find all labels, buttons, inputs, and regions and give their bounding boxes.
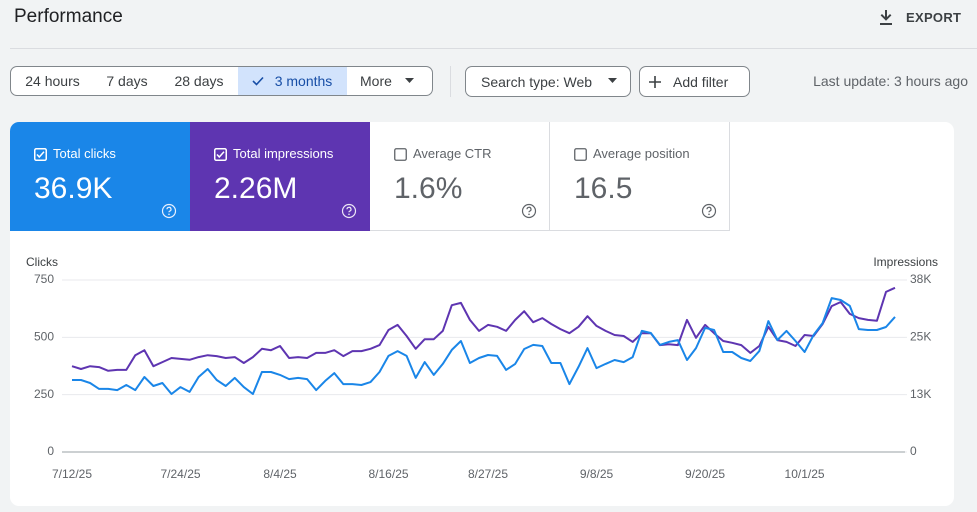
y2-axis-title: Impressions [873, 255, 938, 269]
last-update: Last update: 3 hours ago [813, 73, 968, 89]
x-tick-label: 7/12/25 [52, 467, 92, 481]
separator [450, 66, 451, 97]
caret [608, 78, 617, 83]
add-filter-chip[interactable]: Add filter [639, 66, 750, 97]
metric-tile-ctr[interactable]: Average CTR 1.6% [370, 122, 550, 231]
metric-label: Total clicks [53, 146, 116, 161]
help-icon[interactable] [161, 203, 177, 219]
metric-label: Total impressions [233, 146, 334, 161]
divider [10, 48, 977, 49]
export-button[interactable]: EXPORT [906, 10, 962, 25]
x-tick-label: 8/27/25 [468, 467, 508, 481]
x-tick-label: 8/16/25 [369, 467, 409, 481]
checkbox [394, 148, 407, 161]
y-tick-label: 250 [34, 387, 54, 401]
range-24h[interactable]: 24 hours [10, 66, 95, 96]
x-tick-label: 9/8/25 [580, 467, 614, 481]
x-tick-label: 8/4/25 [263, 467, 297, 481]
metric-value: 1.6% [394, 172, 463, 205]
y2-tick-label: 38K [910, 272, 931, 286]
metric-label: Average CTR [413, 146, 492, 161]
x-tick-label: 7/24/25 [161, 467, 201, 481]
help-icon[interactable] [701, 203, 717, 219]
metric-value: 16.5 [574, 172, 633, 205]
y2-tick-label: 0 [910, 444, 917, 458]
export-icon[interactable] [876, 7, 896, 27]
help-icon[interactable] [341, 203, 357, 219]
series-line [72, 297, 896, 395]
help-icon[interactable] [521, 203, 537, 219]
y-axis-title: Clicks [26, 255, 58, 269]
y2-tick-label: 25K [910, 330, 931, 344]
metric-value: 36.9K [34, 172, 113, 205]
y-tick-label: 500 [34, 330, 54, 344]
range-more[interactable]: More [347, 66, 433, 96]
page-title: Performance [14, 6, 123, 27]
search-type-chip[interactable]: Search type: Web [465, 66, 631, 97]
metric-value: 2.26M [214, 172, 298, 205]
metric-label: Average position [593, 146, 690, 161]
range-3m[interactable]: 3 months [238, 66, 348, 96]
metric-tile-position[interactable]: Average position 16.5 [550, 122, 730, 231]
y-tick-label: 750 [34, 272, 54, 286]
series-line [71, 286, 896, 372]
range-28d[interactable]: 28 days [160, 66, 239, 96]
plus-icon [649, 76, 661, 88]
x-tick-label: 10/1/25 [785, 467, 825, 481]
metric-tile-clicks[interactable]: Total clicks 36.9K [10, 122, 190, 231]
checkbox [34, 148, 47, 161]
checkbox [214, 148, 227, 161]
x-tick-label: 9/20/25 [685, 467, 725, 481]
caret [405, 78, 414, 83]
metric-tile-impressions[interactable]: Total impressions 2.26M [190, 122, 370, 231]
check-icon [252, 76, 264, 86]
y2-tick-label: 13K [910, 387, 931, 401]
y-tick-label: 0 [47, 444, 54, 458]
performance-card: Total clicks 36.9K Total impressions 2.2… [10, 122, 954, 506]
checkbox [574, 148, 587, 161]
